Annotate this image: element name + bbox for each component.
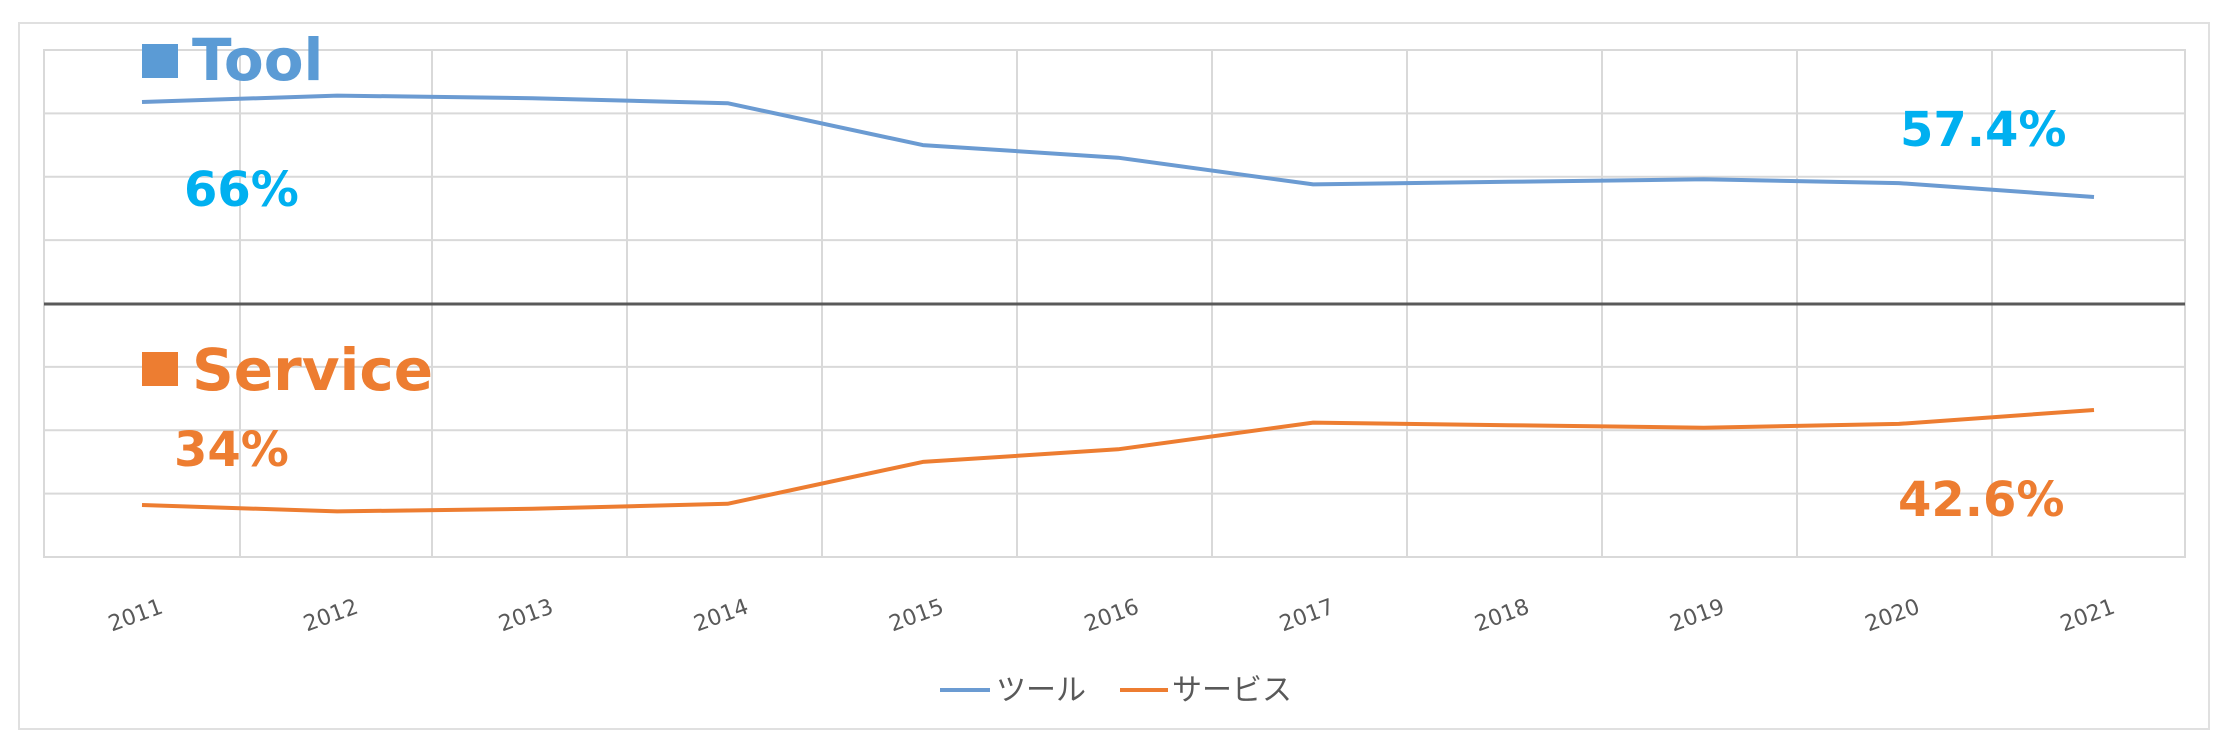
- legend-label-tool: ツール: [996, 673, 1086, 708]
- service-start-label: 34%: [174, 422, 289, 478]
- service-square-icon: [142, 352, 178, 386]
- x-tick-label: 2013: [496, 595, 557, 638]
- tool-title: Tool: [192, 26, 323, 94]
- tool-start-label: 66%: [184, 162, 299, 218]
- x-tick-label: 2021: [2057, 595, 2118, 638]
- service-end-label: 42.6%: [1898, 472, 2065, 528]
- series-line-service: [141, 408, 2095, 514]
- x-tick-label: 2016: [1081, 595, 1142, 638]
- x-axis-ticks: 2011 2012 2013 2014 2015 2016 2017 2018 2019 2020…: [105, 595, 2118, 638]
- x-tick-label: 2011: [105, 595, 166, 638]
- series-lines: [141, 93, 2095, 514]
- x-tick-label: 2017: [1276, 595, 1337, 638]
- service-title: Service: [192, 336, 433, 404]
- x-tick-label: 2015: [886, 595, 947, 638]
- legend-label-service: サービス: [1172, 673, 1292, 708]
- series-line-tool: [141, 93, 2095, 199]
- x-tick-label: 2019: [1667, 595, 1728, 638]
- x-tick-label: 2018: [1472, 595, 1533, 638]
- x-tick-label: 2014: [691, 595, 752, 638]
- chart-frame: [18, 22, 2210, 730]
- legend: ツール サービス: [940, 673, 1292, 708]
- x-tick-label: 2012: [300, 595, 361, 638]
- tool-end-label: 57.4%: [1900, 102, 2067, 158]
- x-tick-label: 2020: [1862, 595, 1923, 638]
- tool-square-icon: [142, 44, 178, 78]
